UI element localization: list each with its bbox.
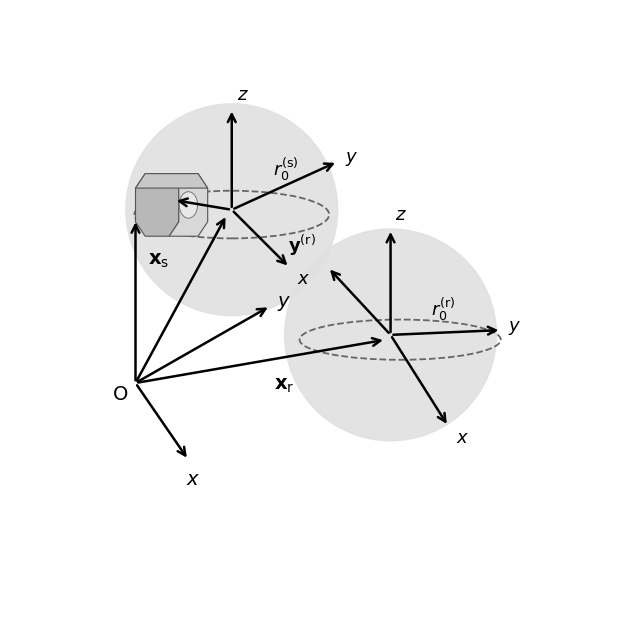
- Text: $r_0^{(\mathrm{r})}$: $r_0^{(\mathrm{r})}$: [431, 296, 456, 323]
- Text: $z$: $z$: [140, 196, 153, 214]
- Circle shape: [126, 104, 338, 316]
- Text: $x$: $x$: [456, 429, 468, 447]
- Polygon shape: [136, 174, 208, 188]
- Text: $y$: $y$: [345, 150, 358, 168]
- Ellipse shape: [179, 192, 198, 218]
- Text: $r_0^{(\mathrm{s})}$: $r_0^{(\mathrm{s})}$: [273, 156, 298, 183]
- Text: $\mathrm{O}$: $\mathrm{O}$: [112, 386, 128, 404]
- Text: $y$: $y$: [508, 319, 522, 337]
- Text: $z$: $z$: [396, 206, 407, 224]
- Text: $x$: $x$: [297, 270, 310, 288]
- Circle shape: [285, 229, 497, 441]
- Text: $\mathbf{y}^{(\mathrm{r})}$: $\mathbf{y}^{(\mathrm{r})}$: [288, 232, 316, 258]
- Polygon shape: [136, 174, 179, 236]
- Text: $x$: $x$: [186, 469, 200, 489]
- Text: $y$: $y$: [278, 294, 292, 313]
- Polygon shape: [169, 174, 208, 236]
- Text: $\mathbf{x}_\mathrm{r}$: $\mathbf{x}_\mathrm{r}$: [275, 376, 295, 395]
- Text: $\mathbf{x}_\mathrm{s}$: $\mathbf{x}_\mathrm{s}$: [148, 251, 169, 270]
- Text: $z$: $z$: [237, 86, 248, 104]
